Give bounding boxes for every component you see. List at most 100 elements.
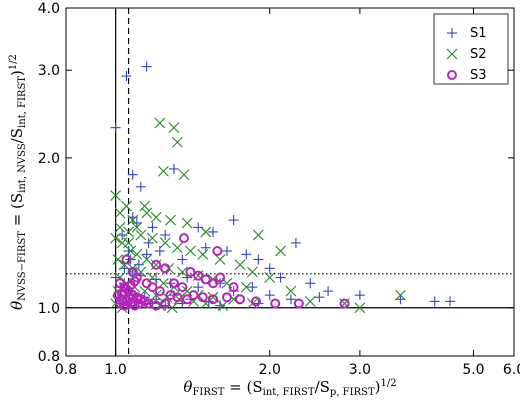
point-s3-21 <box>188 290 199 301</box>
point-s2-9 <box>141 207 153 219</box>
point-s2-34 <box>176 266 188 278</box>
point-s2-29 <box>125 245 137 257</box>
point-s1-13 <box>290 237 301 248</box>
point-s2-18 <box>135 229 147 241</box>
x-axis-label: θFIRST = (Sint, FIRST/Sp, FIRST)1/2 <box>183 378 396 398</box>
x-tick-label: 3.0 <box>349 362 371 378</box>
point-s3-3 <box>151 259 162 270</box>
point-s1-41 <box>285 294 296 305</box>
point-s1-16 <box>154 246 165 257</box>
point-s2-16 <box>114 222 126 233</box>
point-s1-8 <box>147 222 158 233</box>
point-s1-2 <box>141 61 152 72</box>
point-s3-45 <box>133 298 144 309</box>
y-tick-label: 3.0 <box>38 63 60 79</box>
point-s3-10 <box>228 282 239 293</box>
point-s2-38 <box>240 281 252 293</box>
point-s2-8 <box>127 214 139 226</box>
point-s1-29 <box>445 296 456 307</box>
y-tick-label: 1.0 <box>38 301 60 317</box>
point-s2-43 <box>395 289 406 301</box>
point-s2-4 <box>178 169 190 181</box>
point-s2-21 <box>171 242 183 254</box>
point-s2-20 <box>159 237 171 249</box>
point-s2-78 <box>110 232 122 244</box>
point-s1-1 <box>121 71 132 82</box>
point-s3-28 <box>293 298 304 309</box>
point-s1-24 <box>305 278 316 289</box>
x-tick-label: 5.0 <box>462 362 484 378</box>
point-s3-4 <box>160 263 171 274</box>
point-s2-14 <box>252 229 264 241</box>
point-s2-25 <box>234 259 246 271</box>
point-s1-20 <box>241 249 252 260</box>
legend-box <box>433 13 509 85</box>
point-s2-77 <box>139 200 151 212</box>
point-s3-7 <box>200 274 211 285</box>
point-s1-0 <box>110 122 121 133</box>
point-s3-5 <box>185 266 196 277</box>
legend-marker-s1 <box>447 28 457 38</box>
point-s1-3 <box>127 169 138 180</box>
point-s1-21 <box>253 254 264 265</box>
point-s1-22 <box>264 263 275 274</box>
point-s1-14 <box>123 246 134 257</box>
point-s1-11 <box>208 226 219 237</box>
point-s1-28 <box>429 296 440 307</box>
point-s1-7 <box>131 217 142 228</box>
point-s2-31 <box>141 254 153 265</box>
point-s2-76 <box>131 222 143 233</box>
point-s3-19 <box>172 292 183 303</box>
point-s1-12 <box>228 215 239 226</box>
point-s3-16 <box>147 282 158 293</box>
axis-ticks: 0.8 1.0 2.0 3.0 5.0 6.0 0.8 1.0 2.0 3.0 4.0 <box>38 1 520 378</box>
point-s1-39 <box>247 282 258 293</box>
point-s2-40 <box>304 295 316 307</box>
point-s3-26 <box>250 296 261 307</box>
point-s1-42 <box>314 292 325 303</box>
point-s2-62 <box>173 293 185 305</box>
point-s1-63 <box>143 237 154 248</box>
point-s3-0 <box>178 233 189 244</box>
point-s2-30 <box>131 248 143 260</box>
point-s1-19 <box>221 246 232 257</box>
legend: S1 S2 S3 <box>433 13 509 85</box>
point-s3-11 <box>168 278 179 289</box>
point-s1-5 <box>168 163 179 174</box>
point-s1-40 <box>264 290 275 301</box>
legend-marker-s3 <box>447 70 457 80</box>
point-s2-65 <box>217 300 229 311</box>
point-s2-44 <box>112 254 124 265</box>
point-s1-4 <box>135 181 146 192</box>
point-s3-12 <box>177 282 188 293</box>
point-s3-6 <box>193 270 204 281</box>
point-s3-47 <box>119 300 130 311</box>
point-s2-2 <box>171 136 183 148</box>
point-s3-2 <box>121 254 132 265</box>
point-s3-29 <box>339 298 350 309</box>
point-s2-7 <box>114 207 126 219</box>
data-points <box>110 61 456 314</box>
x-tick-label: 1.0 <box>104 362 126 378</box>
point-s2-10 <box>150 211 162 223</box>
legend-label-s3: S3 <box>470 68 487 83</box>
point-s3-25 <box>235 294 246 305</box>
point-s3-24 <box>221 292 232 303</box>
point-s2-26 <box>247 266 258 278</box>
point-s2-75 <box>123 237 134 249</box>
point-s1-15 <box>141 249 152 260</box>
point-s2-13 <box>200 226 212 238</box>
point-s2-39 <box>285 285 297 297</box>
point-s3-39 <box>160 298 171 309</box>
point-s2-27 <box>264 272 276 283</box>
point-s2-1 <box>168 122 180 134</box>
series-s3 <box>112 233 350 311</box>
point-s1-27 <box>395 294 406 305</box>
point-s3-9 <box>215 272 226 283</box>
point-s1-9 <box>160 229 171 240</box>
x-tick-label: 0.8 <box>55 362 77 378</box>
y-tick-label: 2.0 <box>38 151 60 167</box>
point-s3-1 <box>212 246 223 257</box>
point-s1-36 <box>193 282 204 293</box>
x-tick-label: 2.0 <box>259 362 281 378</box>
